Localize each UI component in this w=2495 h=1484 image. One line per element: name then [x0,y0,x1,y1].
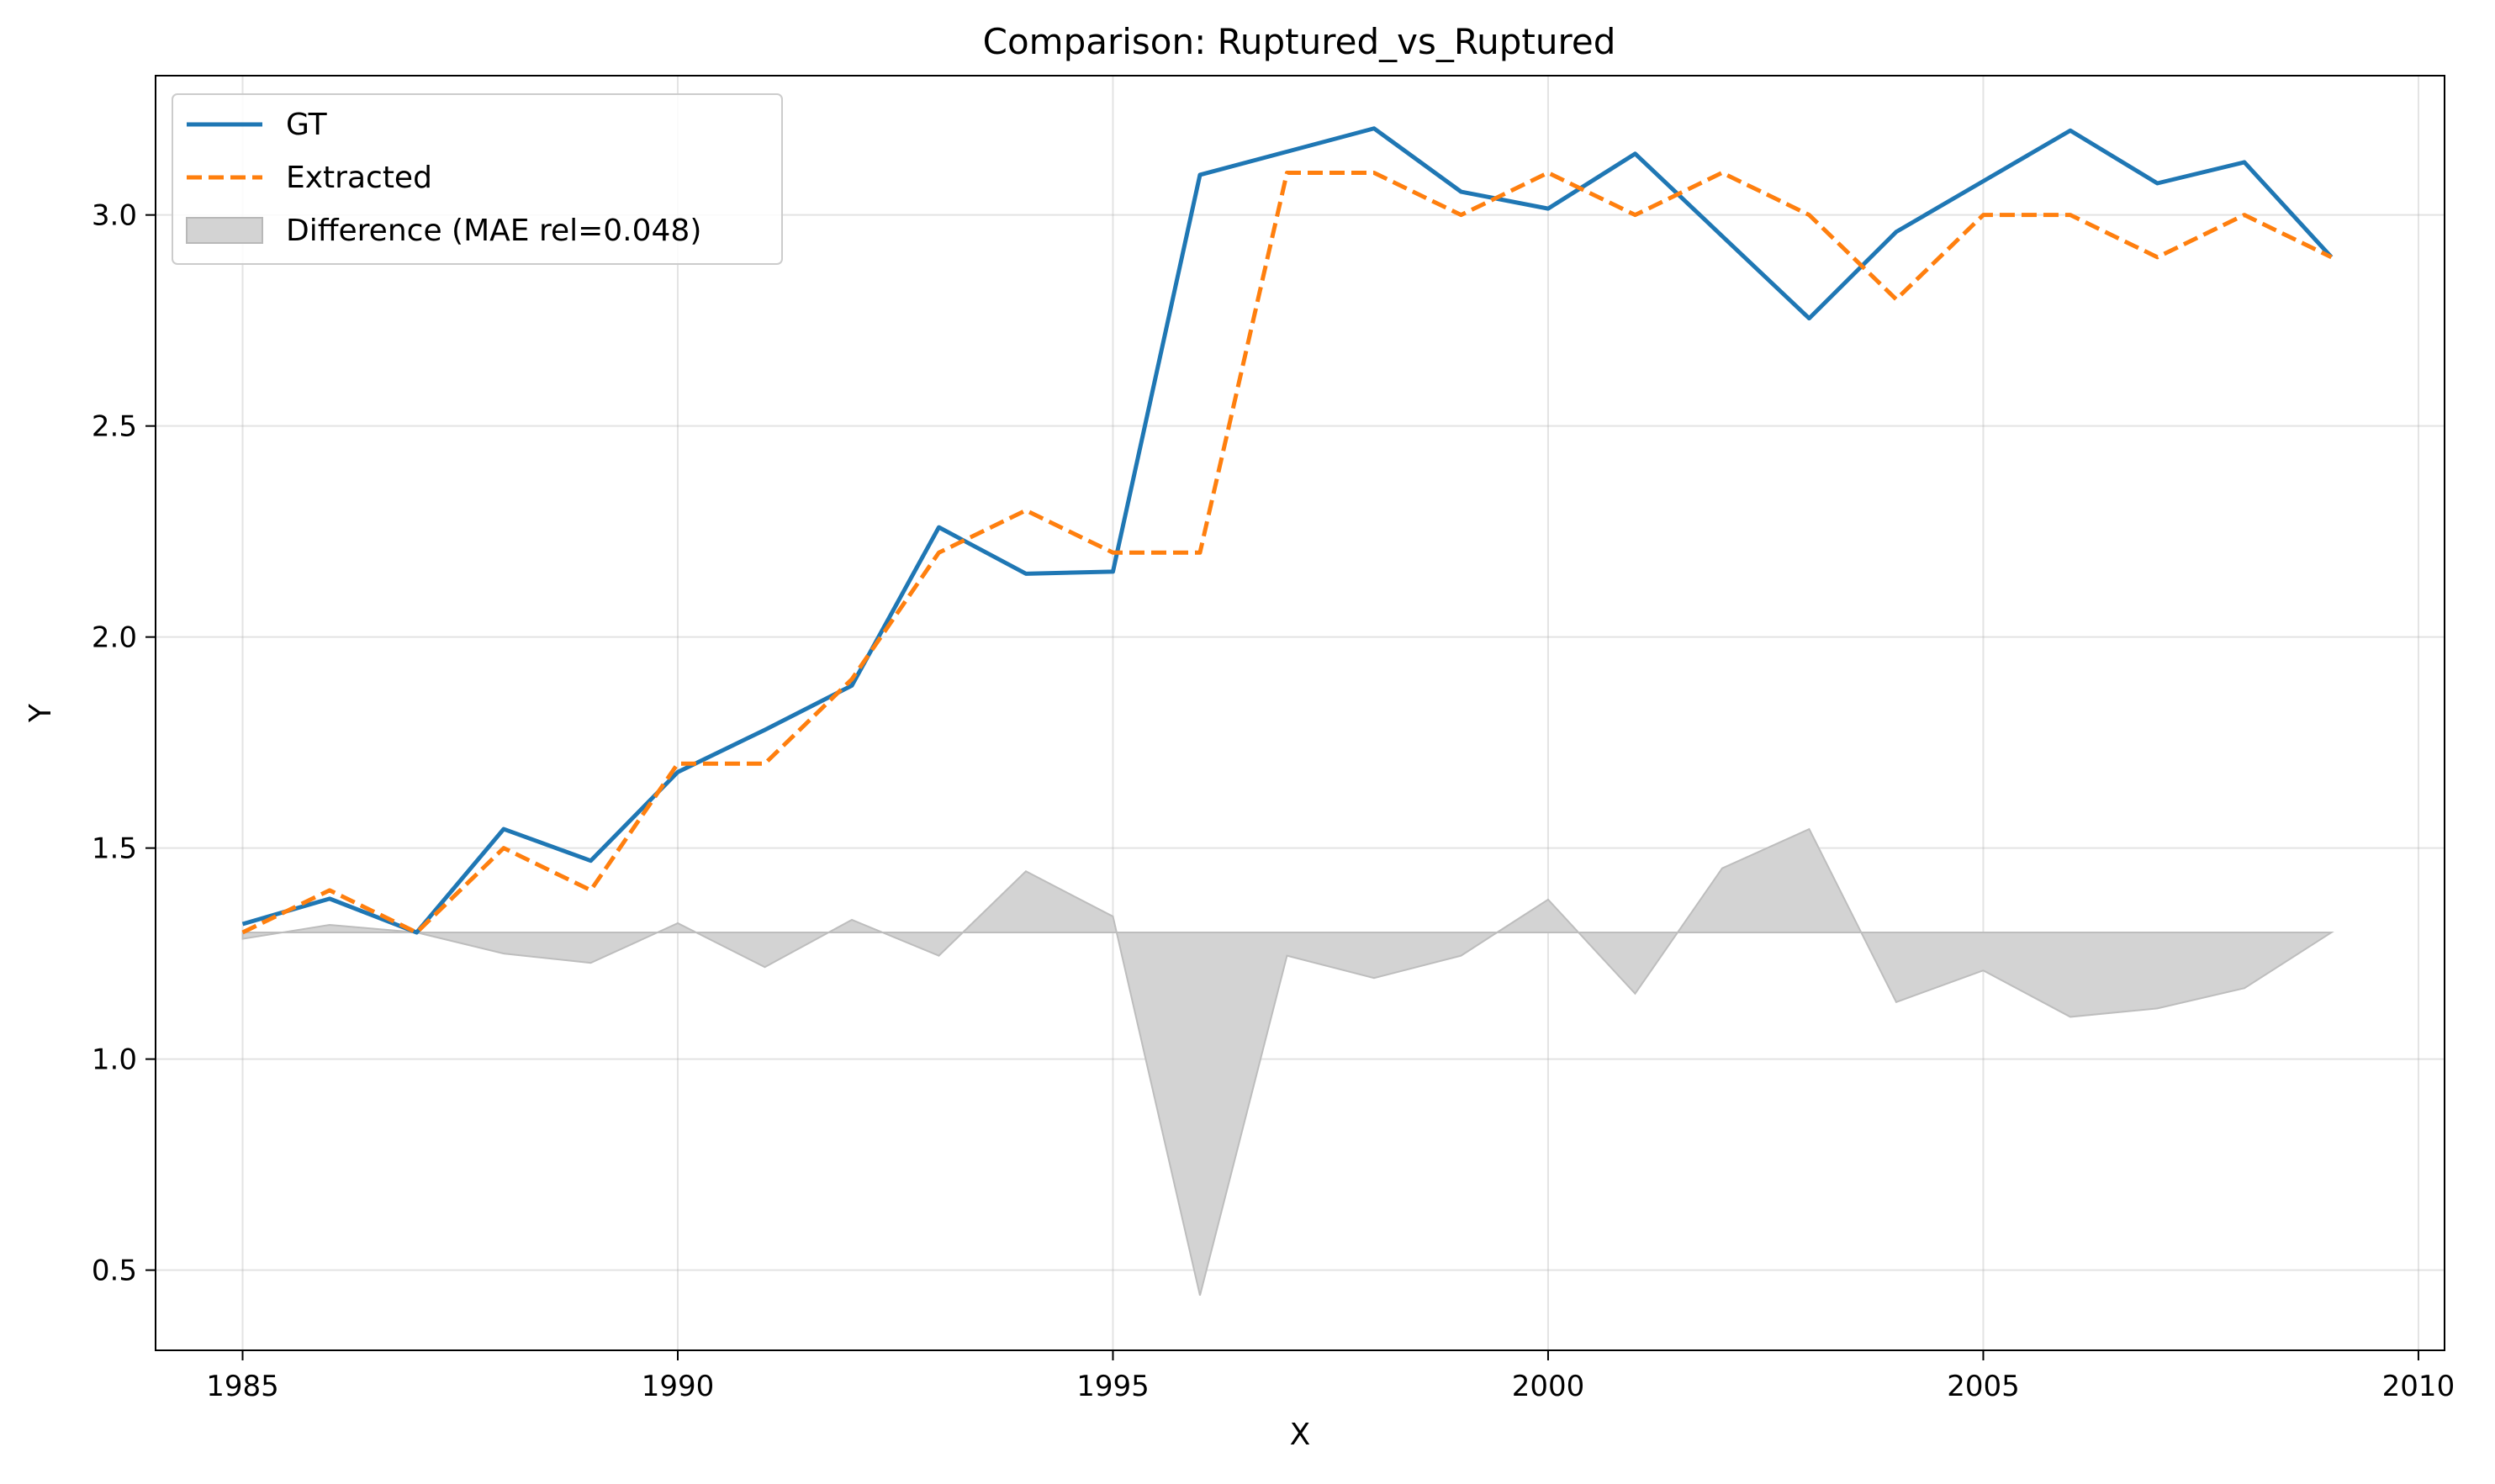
y-tick-label: 3.0 [92,199,137,233]
difference-area [241,827,2334,1296]
legend-label-difference: Difference (MAE rel=0.048) [286,214,701,248]
x-tick-label: 1990 [642,1370,715,1403]
x-axis-label: X [1290,1418,1311,1452]
y-tick-label: 1.5 [92,832,137,866]
x-tick-label: 2000 [1512,1370,1585,1403]
y-tick-label: 0.5 [92,1254,137,1288]
x-tick-label: 1985 [206,1370,279,1403]
difference-layer [241,827,2334,1296]
y-axis-label: Y [24,703,58,723]
x-tick-label: 1995 [1076,1370,1150,1403]
y-axis-ticks: 0.5 1.0 1.5 2.0 2.5 3.0 [92,199,156,1288]
x-tick-label: 2005 [1947,1370,2020,1403]
legend-label-extracted: Extracted [286,161,432,195]
grid [156,76,2445,1350]
y-tick-label: 1.0 [92,1043,137,1077]
legend-box [172,93,783,265]
x-axis-ticks: 1985 1990 1995 2000 2005 2010 [206,1350,2455,1403]
y-tick-label: 2.0 [92,621,137,655]
series-line-extracted [241,170,2333,935]
series-line-gt [241,126,2334,935]
legend-label-gt: GT [286,108,328,142]
plot-frame [155,75,2445,1351]
legend: GT Extracted Difference (MAE rel=0.048) [172,93,783,265]
x-tick-label: 2010 [2382,1370,2455,1403]
series-lines [241,126,2334,935]
chart-title: Comparison: Ruptured_vs_Ruptured [983,21,1616,62]
legend-swatch-difference [186,217,263,244]
y-tick-label: 2.5 [92,410,137,444]
